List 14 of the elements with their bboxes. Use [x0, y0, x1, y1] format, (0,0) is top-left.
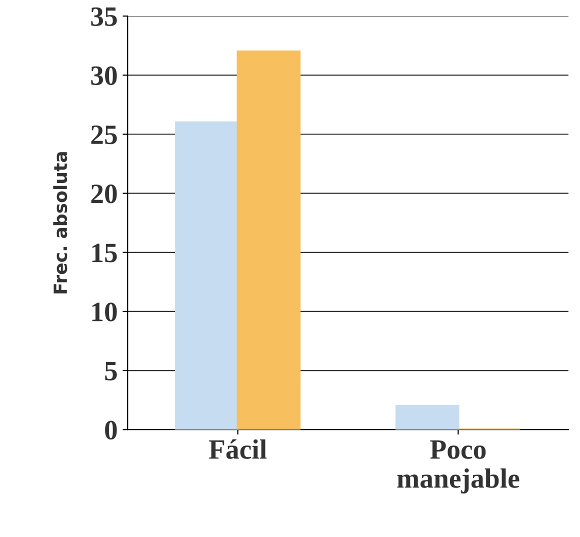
y-tick-label: 20: [91, 184, 117, 204]
y-tick-label: 30: [91, 66, 117, 86]
y-axis-title: Frec. absoluta: [53, 152, 68, 294]
bar: [236, 50, 301, 430]
bar: [395, 404, 460, 430]
y-tick-label: 5: [105, 362, 117, 380]
bar: [175, 121, 239, 430]
y-tick-label: 25: [91, 125, 117, 144]
x-tick-label: Poco manejable: [397, 440, 520, 494]
x-tick-label: Fácil: [208, 439, 267, 459]
y-tick-label: 0: [105, 420, 117, 440]
y-tick-label: 10: [92, 302, 117, 322]
y-tick-label: 35: [91, 7, 117, 26]
y-tick-label: 15: [92, 244, 117, 262]
